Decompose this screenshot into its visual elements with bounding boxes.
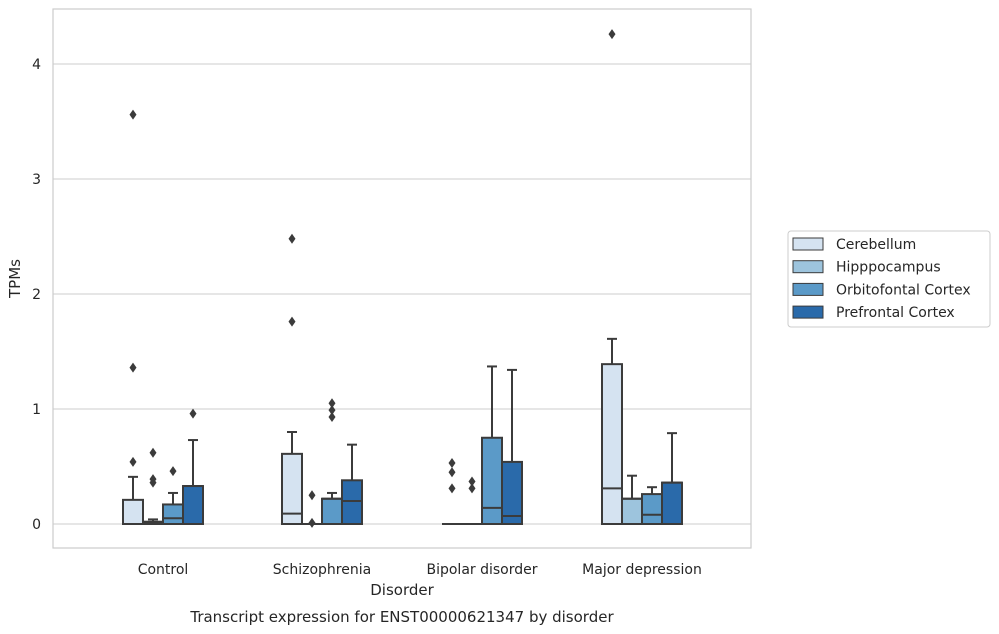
box-body <box>601 363 623 525</box>
outlier-point <box>308 517 316 528</box>
legend-frame <box>787 230 991 328</box>
box-hipppocampus <box>462 476 482 525</box>
y-tick-label: 3 <box>32 172 41 188</box>
x-tick-label: Schizophrenia <box>273 562 371 578</box>
outlier-point <box>149 474 157 485</box>
outlier-point <box>328 405 336 416</box>
box-body <box>341 479 363 525</box>
chart-caption: Transcript expression for ENST0000062134… <box>189 608 614 626</box>
outlier-point <box>149 447 157 458</box>
box-orbitofontal-cortex <box>641 486 663 526</box>
box-prefrontal-cortex <box>341 443 363 525</box>
legend-label: Cerebellum <box>836 237 916 253</box>
box-hipppocampus <box>302 490 322 528</box>
box-orbitofontal-cortex <box>481 365 503 525</box>
y-axis-title: TPMs <box>6 259 24 299</box>
outlier-point <box>129 109 137 120</box>
box-body <box>182 485 204 525</box>
box-cerebellum <box>442 458 462 525</box>
boxes <box>122 29 683 528</box>
outlier-point <box>448 467 456 478</box>
x-axis-title: Disorder <box>370 581 434 599</box>
legend-swatch <box>792 237 824 251</box>
legend-label: Orbitofontal Cortex <box>836 282 971 298</box>
box-cerebellum <box>281 233 303 526</box>
plot-area-frame <box>52 8 752 549</box>
legend-swatch <box>792 305 824 319</box>
box-body <box>321 497 343 526</box>
box-body <box>122 498 144 526</box>
legend-label: Prefrontal Cortex <box>836 305 955 321</box>
box-prefrontal-cortex <box>661 432 683 526</box>
legend-label: Hipppocampus <box>836 260 941 276</box>
box-prefrontal-cortex <box>182 408 204 525</box>
box-cerebellum <box>122 109 144 526</box>
outlier-point <box>608 29 616 40</box>
outlier-point <box>129 362 137 373</box>
x-axis-ticks: Control Schizophrenia Bipolar disorder Majo… <box>138 562 702 578</box>
outlier-point <box>328 398 336 409</box>
y-tick-label: 0 <box>32 517 41 533</box>
outlier-point <box>468 476 476 487</box>
x-tick-label: Control <box>138 562 189 578</box>
gridlines <box>53 63 751 525</box>
outlier-point <box>308 490 316 501</box>
box-hipppocampus <box>142 447 164 526</box>
outlier-point <box>189 408 197 419</box>
box-body <box>661 481 683 526</box>
outlier-point <box>288 233 296 244</box>
box-body <box>281 452 303 526</box>
y-axis-ticks: 0 1 2 3 4 <box>32 57 41 533</box>
outlier-point <box>288 316 296 327</box>
outlier-point <box>129 456 137 467</box>
outlier-point <box>448 483 456 494</box>
box-orbitofontal-cortex <box>162 466 184 526</box>
legend: Cerebellum Hipppocampus Orbitofontal Corte… <box>787 230 991 328</box>
box-body <box>481 436 503 525</box>
box-body <box>501 460 523 525</box>
box-body <box>162 503 184 526</box>
y-tick-label: 2 <box>32 287 41 303</box>
outlier-point <box>448 458 456 469</box>
y-tick-label: 1 <box>32 402 41 418</box>
x-tick-label: Major depression <box>582 562 702 578</box>
legend-swatch <box>792 260 824 274</box>
box-prefrontal-cortex <box>501 368 523 525</box>
x-tick-label: Bipolar disorder <box>426 562 537 578</box>
box-orbitofontal-cortex <box>321 398 343 526</box>
y-tick-label: 4 <box>32 57 41 73</box>
outlier-point <box>468 483 476 494</box>
box-cerebellum <box>601 29 623 525</box>
box-body <box>641 493 663 526</box>
box-hipppocampus <box>621 474 643 526</box>
outlier-point <box>169 466 177 477</box>
box-body <box>621 497 643 526</box>
outlier-point <box>328 412 336 423</box>
legend-swatch <box>792 282 824 296</box>
